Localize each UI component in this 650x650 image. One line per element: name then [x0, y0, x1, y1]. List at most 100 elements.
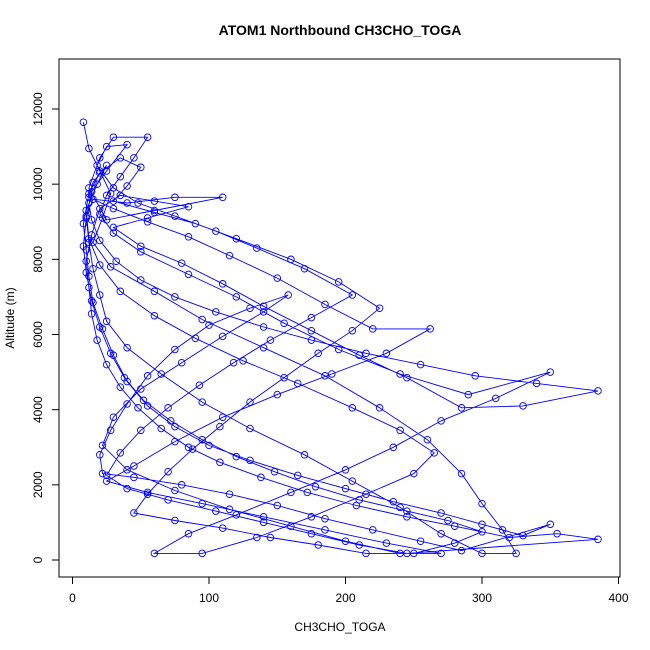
- data-point: [112, 257, 120, 265]
- data-point: [334, 345, 343, 354]
- data-point: [116, 191, 125, 200]
- x-tick-label: 400: [608, 591, 628, 605]
- data-point: [307, 513, 316, 521]
- data-point: [348, 291, 357, 299]
- data-point: [102, 191, 111, 200]
- data-point: [98, 469, 107, 478]
- data-point: [85, 144, 93, 153]
- data-point: [546, 368, 555, 376]
- data-point: [188, 445, 197, 453]
- data-point: [139, 396, 148, 405]
- x-tick-label: 200: [335, 591, 355, 605]
- data-point: [171, 437, 179, 446]
- data-point: [246, 398, 254, 406]
- data-point: [102, 167, 111, 175]
- data-point: [195, 381, 204, 389]
- data-point: [273, 501, 282, 510]
- data-point: [85, 184, 93, 192]
- data-point: [341, 484, 350, 493]
- data-point: [171, 212, 179, 220]
- data-point: [246, 304, 254, 312]
- data-point: [106, 349, 115, 358]
- data-point: [375, 404, 384, 412]
- y-axis: 0 2000 4000 6000 8000 10000 12000: [31, 92, 60, 563]
- data-point: [96, 261, 104, 269]
- data-point: [143, 214, 152, 222]
- data-point: [96, 323, 104, 331]
- data-point: [457, 404, 466, 412]
- data-point: [259, 323, 268, 331]
- data-point: [471, 372, 479, 380]
- data-point: [239, 357, 247, 365]
- data-point: [85, 199, 93, 207]
- data-point: [184, 443, 193, 452]
- data-point: [87, 187, 96, 196]
- data-point: [216, 458, 224, 467]
- data-point: [382, 539, 391, 547]
- data-point: [82, 268, 90, 277]
- data-point: [416, 360, 425, 369]
- data-point: [89, 264, 97, 273]
- data-point: [341, 466, 350, 474]
- data-point: [96, 236, 104, 245]
- data-point: [491, 394, 500, 403]
- data-point: [396, 370, 404, 378]
- data-point: [303, 488, 312, 497]
- data-point: [198, 315, 206, 324]
- data-point: [218, 524, 227, 532]
- data-point: [218, 280, 227, 288]
- data-point: [321, 300, 329, 309]
- data-point: [212, 227, 220, 235]
- data-point: [171, 516, 179, 525]
- data-point: [198, 435, 206, 444]
- data-point: [355, 541, 363, 549]
- data-point: [109, 184, 118, 192]
- data-point: [143, 372, 152, 380]
- data-point: [396, 503, 404, 512]
- data-point: [382, 349, 391, 358]
- data-point: [498, 526, 507, 534]
- y-tick-label: 8000: [31, 246, 45, 273]
- data-point: [218, 413, 227, 421]
- x-tick-label: 0: [69, 591, 76, 605]
- data-point: [287, 522, 295, 530]
- data-point: [87, 296, 96, 305]
- data-point: [348, 404, 357, 412]
- data-point: [109, 204, 118, 213]
- data-point: [109, 197, 118, 205]
- data-point: [232, 234, 241, 243]
- data-point: [307, 326, 316, 335]
- data-point: [102, 142, 111, 151]
- data-point: [403, 549, 411, 558]
- data-layer: [79, 118, 602, 558]
- series-line: [82, 122, 599, 554]
- data-point: [87, 310, 96, 318]
- data-point: [130, 473, 138, 482]
- data-point: [191, 334, 200, 343]
- data-point: [123, 466, 131, 474]
- chart-title: ATOM1 Northbound CH3CHO_TOGA: [219, 22, 462, 38]
- data-point: [352, 501, 361, 510]
- data-point: [130, 154, 138, 162]
- data-point: [167, 417, 175, 425]
- data-point: [82, 214, 90, 222]
- data-point: [410, 469, 418, 478]
- data-point: [284, 291, 292, 299]
- data-point: [143, 488, 152, 497]
- data-point: [464, 390, 473, 399]
- data-point: [307, 313, 316, 322]
- data-point: [273, 274, 282, 282]
- data-point: [106, 426, 115, 435]
- data-point: [218, 332, 227, 341]
- data-point: [109, 133, 118, 141]
- data-point: [478, 499, 486, 508]
- data-point: [116, 383, 125, 391]
- data-point: [89, 195, 97, 203]
- data-point: [311, 482, 320, 491]
- data-point: [362, 349, 370, 358]
- data-point: [280, 373, 288, 382]
- data-point: [369, 325, 377, 333]
- data-point: [307, 336, 316, 344]
- data-point: [519, 531, 527, 540]
- data-point: [134, 199, 142, 207]
